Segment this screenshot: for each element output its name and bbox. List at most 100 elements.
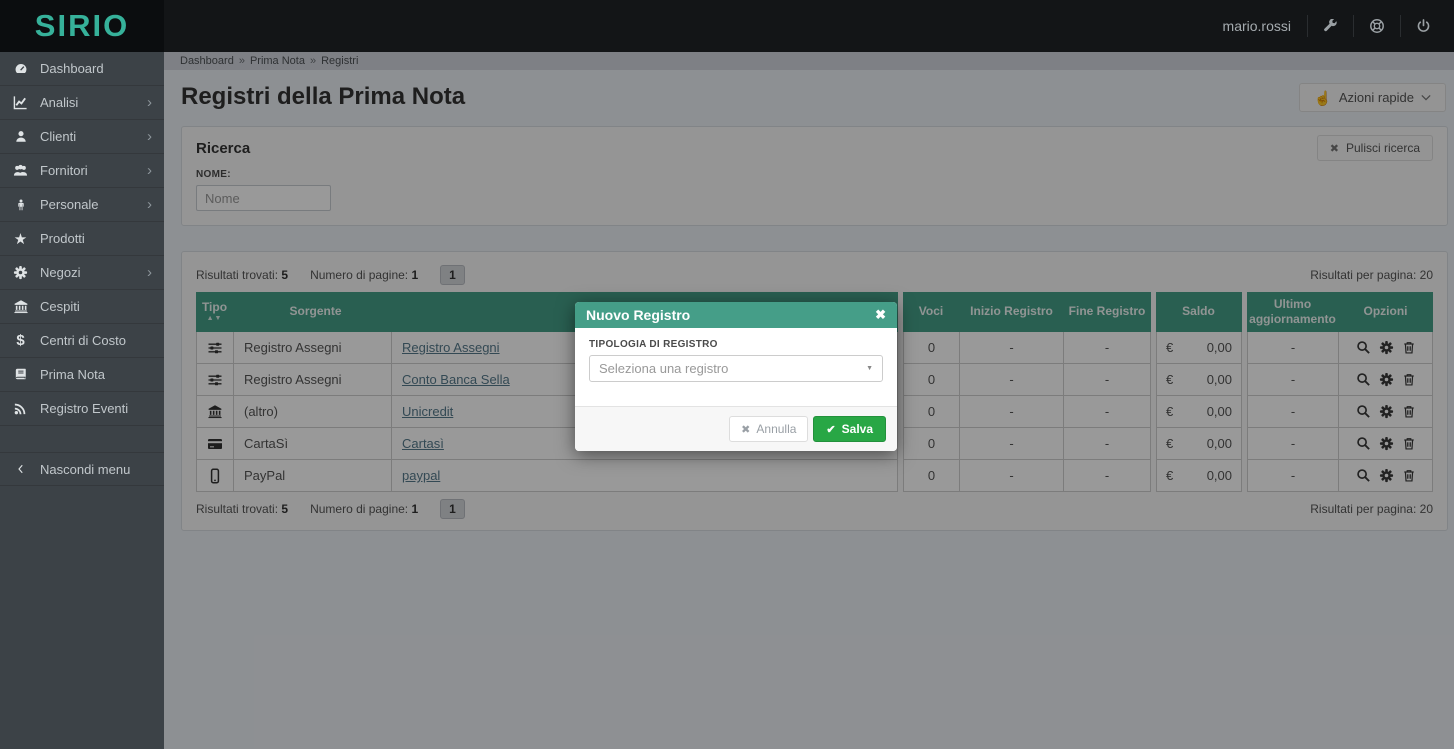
end-cell: -: [1064, 460, 1151, 492]
column-header-inizio-registro[interactable]: Inizio Registro: [960, 292, 1064, 332]
settings-gear-icon[interactable]: [1379, 468, 1394, 483]
column-header-sorgente[interactable]: Sorgente: [234, 292, 392, 332]
register-link[interactable]: paypal: [402, 468, 441, 483]
sort-arrows-icon[interactable]: ▲▼: [206, 315, 223, 322]
source-cell: Registro Assegni: [234, 332, 392, 364]
delete-trash-icon[interactable]: [1402, 468, 1416, 483]
settings-gear-icon[interactable]: [1379, 436, 1394, 451]
support-button[interactable]: [1353, 15, 1400, 37]
settings-gear-icon[interactable]: [1379, 404, 1394, 419]
chevron-right-icon: ›: [147, 162, 152, 179]
currency-symbol: €: [1166, 436, 1174, 451]
sidebar-item-prima-nota[interactable]: Prima Nota: [0, 358, 164, 392]
bank-icon: [12, 299, 29, 315]
save-button[interactable]: ✔ Salva: [813, 416, 886, 442]
sidebar-item-registro-eventi[interactable]: Registro Eventi: [0, 392, 164, 426]
column-header-ultimo-aggiornamento[interactable]: Ultimo aggiornamento: [1247, 292, 1339, 332]
sidebar-item-fornitori[interactable]: Fornitori ›: [0, 154, 164, 188]
gear-icon: [12, 265, 29, 281]
sidebar-item-label: Centri di Costo: [40, 333, 126, 348]
breadcrumb-link-dashboard[interactable]: Dashboard: [180, 55, 234, 67]
settings-gear-icon[interactable]: [1379, 372, 1394, 387]
currency-symbol: €: [1166, 404, 1174, 419]
results-found-label: Risultati trovati:: [196, 502, 279, 516]
register-link[interactable]: Unicredit: [402, 404, 454, 419]
delete-trash-icon[interactable]: [1402, 404, 1416, 419]
register-link[interactable]: Cartasì: [402, 436, 444, 451]
sidebar-item-dashboard[interactable]: Dashboard: [0, 52, 164, 86]
options-cell: [1339, 332, 1433, 364]
last-update-cell: -: [1247, 332, 1339, 364]
sidebar-item-centri-di-costo[interactable]: $ Centri di Costo: [0, 324, 164, 358]
settings-gear-icon[interactable]: [1379, 340, 1394, 355]
navbar-right: mario.rossi: [1207, 0, 1446, 52]
delete-trash-icon[interactable]: [1402, 340, 1416, 355]
delete-trash-icon[interactable]: [1402, 436, 1416, 451]
clear-search-label: Pulisci ricerca: [1345, 141, 1420, 155]
start-cell: -: [960, 364, 1064, 396]
star-icon: ★: [13, 230, 28, 248]
clear-search-button[interactable]: ✖ Pulisci ricerca: [1316, 135, 1433, 161]
sidebar-item-negozi[interactable]: Negozi ›: [0, 256, 164, 290]
register-link[interactable]: Conto Banca Sella: [402, 372, 510, 387]
start-cell: -: [960, 428, 1064, 460]
breadcrumb-separator: »: [238, 55, 245, 67]
close-icon[interactable]: ✖: [875, 307, 886, 322]
cancel-button[interactable]: ✖ Annulla: [729, 416, 809, 442]
chevron-right-icon: ›: [147, 196, 152, 213]
users-icon: [12, 163, 29, 179]
sidebar-item-clienti[interactable]: Clienti ›: [0, 120, 164, 154]
app-logo[interactable]: SIRIO: [0, 0, 164, 52]
sidebar-item-personale[interactable]: Personale ›: [0, 188, 164, 222]
breadcrumb-link-prima-nota[interactable]: Prima Nota: [249, 55, 305, 67]
balance-cell: €0,00: [1156, 396, 1242, 428]
search-icon[interactable]: [1356, 340, 1371, 355]
caret-down-icon: ▼: [866, 365, 873, 372]
balance-value: 0,00: [1206, 372, 1232, 387]
search-icon[interactable]: [1356, 372, 1371, 387]
sidebar: Dashboard Analisi › Clienti ›: [0, 52, 164, 749]
chevron-right-icon: ›: [147, 94, 152, 111]
column-header-fine-registro[interactable]: Fine Registro: [1064, 292, 1151, 332]
register-link[interactable]: Registro Assegni: [402, 340, 500, 355]
column-header-opzioni[interactable]: Opzioni: [1339, 292, 1433, 332]
name-search-input[interactable]: [196, 185, 331, 211]
name-field-label: NOME:: [196, 169, 231, 180]
register-type-label: TIPOLOGIA DI REGISTRO: [589, 339, 718, 350]
results-summary-top: Risultati trovati: 5 Numero di pagine: 1…: [196, 258, 1433, 292]
start-cell: -: [960, 332, 1064, 364]
table-row: PayPal paypal 0 - - €0,00 -: [196, 460, 1433, 492]
sidebar-item-prodotti[interactable]: ★ Prodotti: [0, 222, 164, 256]
sidebar-item-label: Analisi: [40, 95, 79, 110]
page-1-button[interactable]: 1: [440, 265, 465, 285]
search-icon[interactable]: [1356, 404, 1371, 419]
search-icon[interactable]: [1356, 436, 1371, 451]
register-type-select[interactable]: Seleziona una registro ▼: [589, 355, 883, 382]
chevron-right-icon: ›: [147, 264, 152, 281]
select-placeholder: Seleziona una registro: [599, 361, 729, 376]
settings-wrench-button[interactable]: [1307, 15, 1353, 37]
dollar-icon: $: [16, 332, 25, 349]
line-chart-icon: [12, 95, 29, 111]
logout-button[interactable]: [1400, 15, 1446, 37]
column-header-saldo[interactable]: Saldo: [1156, 292, 1242, 332]
quick-actions-button[interactable]: ☝ Azioni rapide: [1299, 83, 1446, 112]
page-1-button[interactable]: 1: [440, 499, 465, 519]
currency-symbol: €: [1166, 372, 1174, 387]
chevron-left-icon: [12, 461, 29, 477]
end-cell: -: [1064, 332, 1151, 364]
user-menu[interactable]: mario.rossi: [1222, 18, 1291, 34]
search-icon[interactable]: [1356, 468, 1371, 483]
entries-cell: 0: [903, 460, 960, 492]
column-header-tipo[interactable]: Tipo ▲▼: [196, 292, 234, 332]
hand-pointer-icon: ☝: [1314, 89, 1332, 106]
sidebar-item-analisi[interactable]: Analisi ›: [0, 86, 164, 120]
breadcrumb-link-registri[interactable]: Registri: [321, 55, 359, 67]
last-update-cell: -: [1247, 460, 1339, 492]
collapse-menu-button[interactable]: Nascondi menu: [0, 452, 164, 486]
delete-trash-icon[interactable]: [1402, 372, 1416, 387]
sidebar-item-cespiti[interactable]: Cespiti: [0, 290, 164, 324]
column-header-voci[interactable]: Voci: [903, 292, 960, 332]
pages-count-label: Numero di pagine:: [310, 502, 409, 516]
search-panel: Ricerca ✖ Pulisci ricerca NOME:: [181, 126, 1448, 226]
